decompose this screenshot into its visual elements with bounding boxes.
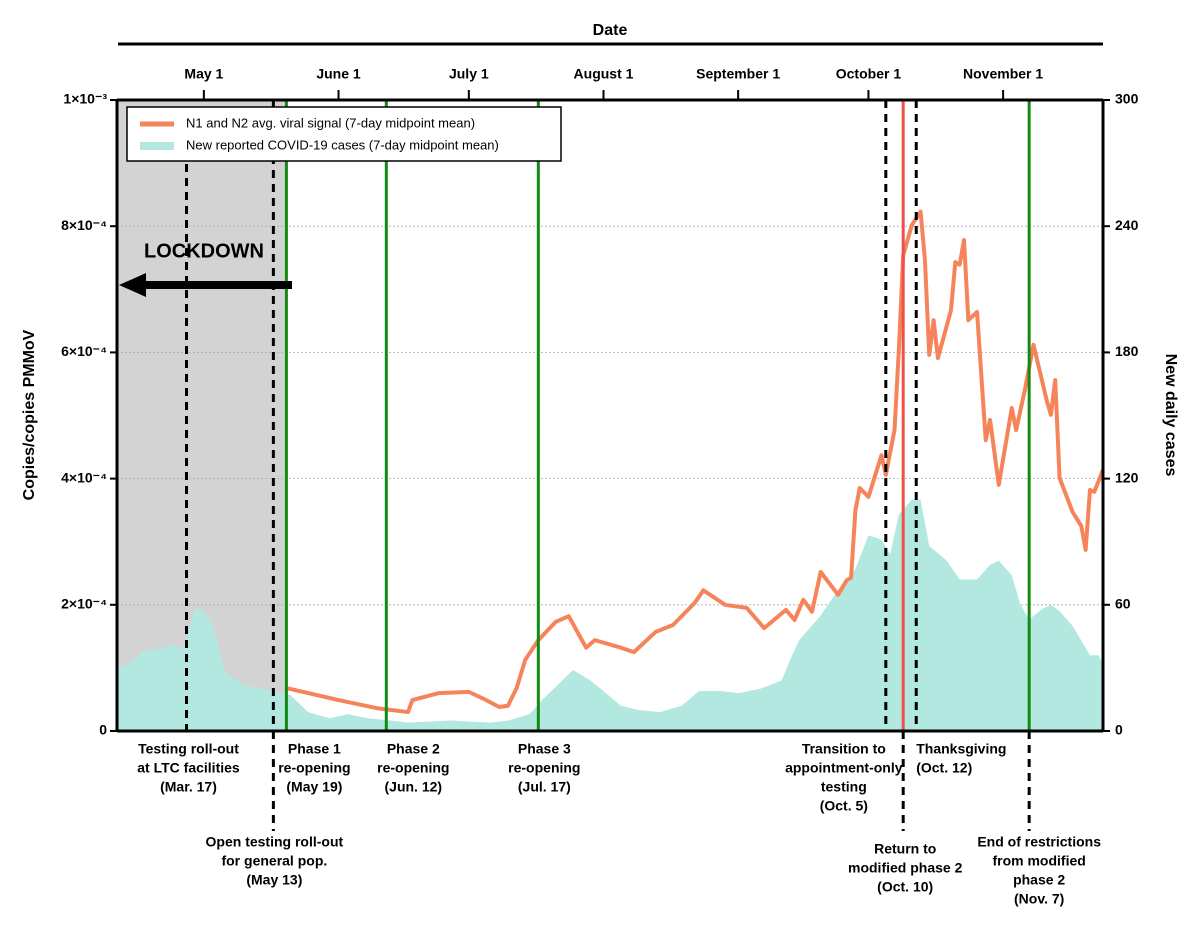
event-label: (May 19) xyxy=(286,779,342,795)
y2-tick-label: 0 xyxy=(1115,722,1123,738)
event-label: (Jun. 12) xyxy=(385,779,443,795)
legend-label: New reported COVID-19 cases (7-day midpo… xyxy=(186,137,499,152)
event-label: Thanksgiving xyxy=(916,741,1006,757)
y2-tick-label: 180 xyxy=(1115,343,1139,359)
event-label: Phase 1 xyxy=(288,741,341,757)
y2-tick-label: 240 xyxy=(1115,217,1139,233)
x-tick-label: June 1 xyxy=(316,66,361,82)
line xyxy=(285,209,1105,715)
event-label: Phase 2 xyxy=(387,741,440,757)
event-label: re-opening xyxy=(508,760,580,776)
event-label: re-opening xyxy=(278,760,350,776)
y2-tick-label: 120 xyxy=(1115,469,1139,485)
event-label: appointment-only xyxy=(785,760,903,776)
legend-label: N1 and N2 avg. viral signal (7-day midpo… xyxy=(186,115,475,130)
event-label: for general pop. xyxy=(221,853,327,869)
event-label: testing xyxy=(821,779,867,795)
legend: N1 and N2 avg. viral signal (7-day midpo… xyxy=(126,106,562,162)
event-label: End of restrictions xyxy=(977,834,1101,850)
y-tick-label: 2×10⁻⁴ xyxy=(61,596,107,612)
event-label: from modified xyxy=(992,853,1085,869)
event-label: (Oct. 12) xyxy=(916,760,972,776)
x-tick-label: May 1 xyxy=(184,66,223,82)
event-label: Return to xyxy=(874,841,936,857)
event-label: phase 2 xyxy=(1013,872,1065,888)
legend-swatch xyxy=(140,142,174,150)
event-label: (Oct. 5) xyxy=(820,798,868,814)
y2-axis-label: New daily cases xyxy=(1162,354,1179,477)
event-label: (Mar. 17) xyxy=(160,779,217,795)
event-label: (Oct. 10) xyxy=(877,879,933,895)
event-label: (Nov. 7) xyxy=(1014,891,1064,907)
event-label: (May 13) xyxy=(246,872,302,888)
region-label: LOCKDOWN xyxy=(144,240,264,262)
legend-box xyxy=(126,106,562,162)
x-tick-label: August 1 xyxy=(574,66,634,82)
event-label: Testing roll-out xyxy=(138,741,239,757)
event-label: Open testing roll-out xyxy=(206,834,344,850)
y2-tick-label: 300 xyxy=(1115,91,1139,107)
event-label: at LTC facilities xyxy=(137,760,240,776)
x-tick-label: July 1 xyxy=(449,66,489,82)
y-tick-label: 4×10⁻⁴ xyxy=(61,469,107,485)
x-tick-label: October 1 xyxy=(836,66,902,82)
area xyxy=(117,499,1103,731)
y2-tick-label: 60 xyxy=(1115,596,1131,612)
x-tick-label: November 1 xyxy=(963,66,1043,82)
event-label: Transition to xyxy=(802,741,886,757)
event-label: modified phase 2 xyxy=(848,860,963,876)
event-label: Phase 3 xyxy=(518,741,571,757)
event-label: re-opening xyxy=(377,760,449,776)
y-tick-label: 0 xyxy=(99,722,107,738)
y-tick-label: 1×10⁻³ xyxy=(63,91,107,107)
x-axis-label: Date xyxy=(593,22,628,39)
lockdown-arrowhead xyxy=(119,273,146,297)
event-label: (Jul. 17) xyxy=(518,779,571,795)
x-tick-label: September 1 xyxy=(696,66,780,82)
y-tick-label: 6×10⁻⁴ xyxy=(61,343,107,359)
y-axis-label: Copies/copies PMMoV xyxy=(21,329,38,500)
y-tick-label: 8×10⁻⁴ xyxy=(61,217,107,233)
